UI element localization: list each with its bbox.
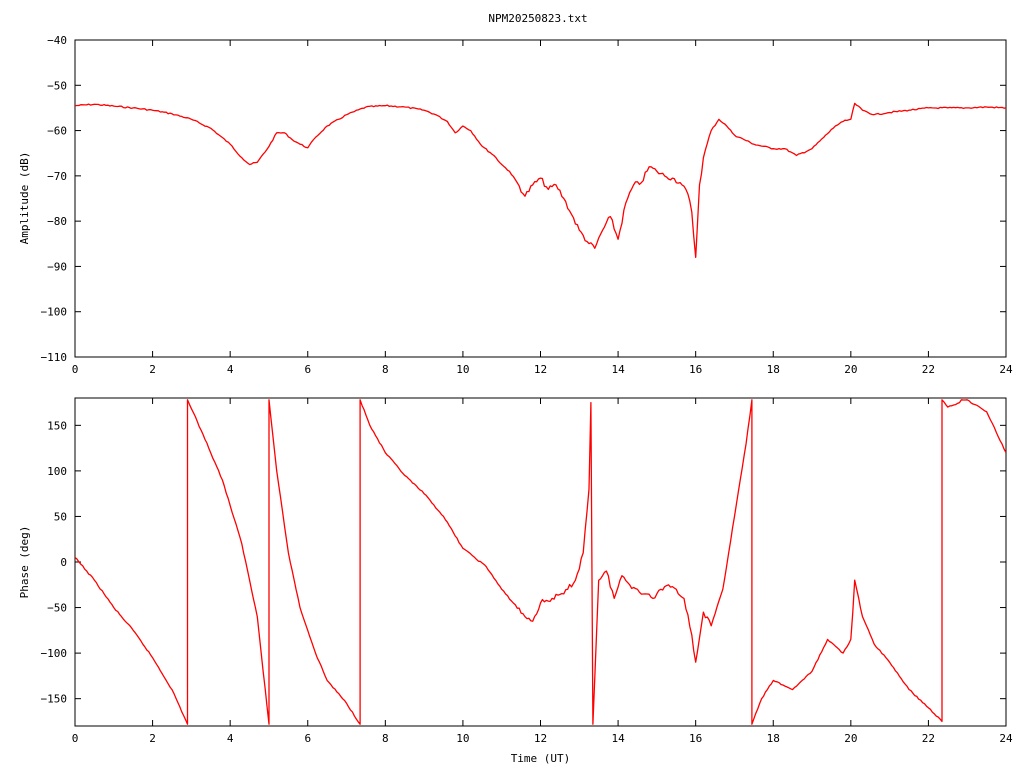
- amplitude-y-axis-label: Amplitude (dB): [18, 152, 31, 245]
- amplitude-x-tick-label: 0: [72, 363, 79, 376]
- amplitude-y-tick-label: −80: [47, 215, 67, 228]
- phase-x-tick-label: 2: [149, 732, 156, 745]
- phase-x-tick-label: 22: [922, 732, 935, 745]
- phase-x-tick-label: 0: [72, 732, 79, 745]
- phase-y-tick-label: 0: [60, 556, 67, 569]
- amplitude-x-tick-label: 14: [611, 363, 625, 376]
- amplitude-y-tick-label: −90: [47, 260, 67, 273]
- phase-y-tick-label: −100: [41, 647, 68, 660]
- amplitude-y-tick-label: −50: [47, 79, 67, 92]
- phase-x-tick-label: 6: [304, 732, 311, 745]
- phase-series-line: [75, 399, 1006, 725]
- amplitude-x-tick-label: 8: [382, 363, 389, 376]
- amplitude-x-tick-label: 18: [767, 363, 780, 376]
- phase-y-tick-label: −50: [47, 602, 67, 615]
- chart-title: NPM20250823.txt: [488, 12, 587, 25]
- amplitude-y-tick-label: −70: [47, 170, 67, 183]
- amplitude-panel: 0 2 4 6 8 10 12 14 16 18 20 22 24−110−100−90−80−70−6…: [18, 34, 1013, 376]
- phase-x-tick-label: 8: [382, 732, 389, 745]
- amplitude-y-tick-label: −110: [41, 351, 68, 364]
- amplitude-x-tick-label: 4: [227, 363, 234, 376]
- phase-panel: 0 2 4 6 8 10 12 14 16 18 20 22 24−150−100−5005010015…: [18, 397, 1013, 765]
- phase-x-axis-label: Time (UT): [511, 752, 571, 765]
- phase-y-tick-label: 150: [47, 419, 67, 432]
- amplitude-x-tick-label: 6: [304, 363, 311, 376]
- phase-y-tick-label: −150: [41, 693, 68, 706]
- phase-x-tick-label: 4: [227, 732, 234, 745]
- amplitude-y-tick-label: −40: [47, 34, 67, 47]
- amplitude-x-tick-label: 12: [534, 363, 547, 376]
- phase-y-tick-label: 50: [54, 510, 67, 523]
- amplitude-x-tick-label: 22: [922, 363, 935, 376]
- phase-x-tick-label: 24: [999, 732, 1013, 745]
- phase-plot-frame: [74, 397, 1007, 727]
- phase-y-axis-label: Phase (deg): [18, 526, 31, 599]
- amplitude-x-tick-label: 16: [689, 363, 702, 376]
- amplitude-y-tick-label: −60: [47, 125, 67, 138]
- amplitude-x-tick-label: 2: [149, 363, 156, 376]
- phase-x-tick-label: 10: [456, 732, 469, 745]
- amplitude-series-line: [75, 102, 1006, 259]
- phase-x-tick-label: 12: [534, 732, 547, 745]
- amplitude-plot-frame: [74, 39, 1007, 358]
- phase-x-tick-label: 16: [689, 732, 702, 745]
- phase-x-tick-label: 18: [767, 732, 780, 745]
- amplitude-y-tick-label: −100: [41, 306, 68, 319]
- amplitude-x-tick-label: 10: [456, 363, 469, 376]
- amplitude-x-tick-label: 24: [999, 363, 1013, 376]
- phase-x-tick-label: 14: [611, 732, 625, 745]
- amplitude-x-tick-label: 20: [844, 363, 857, 376]
- phase-y-tick-label: 100: [47, 465, 67, 478]
- phase-x-tick-label: 20: [844, 732, 857, 745]
